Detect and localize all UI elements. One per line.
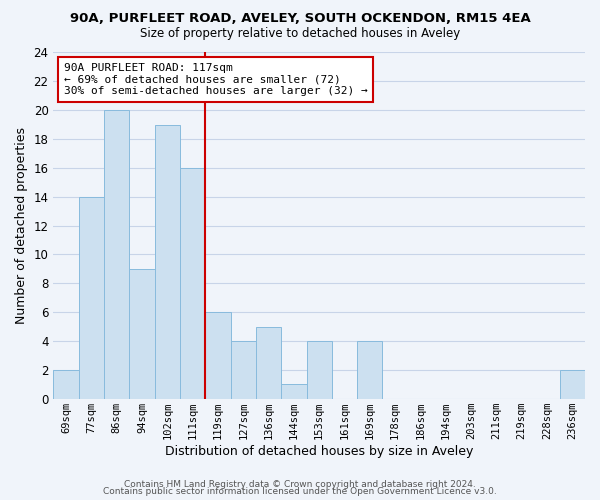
Bar [180, 168, 205, 398]
Bar [53, 370, 79, 398]
Text: Size of property relative to detached houses in Aveley: Size of property relative to detached ho… [140, 28, 460, 40]
Bar [357, 341, 382, 398]
Text: 90A, PURFLEET ROAD, AVELEY, SOUTH OCKENDON, RM15 4EA: 90A, PURFLEET ROAD, AVELEY, SOUTH OCKEND… [70, 12, 530, 26]
Bar [281, 384, 307, 398]
Bar [230, 341, 256, 398]
Bar [307, 341, 332, 398]
Text: Contains HM Land Registry data © Crown copyright and database right 2024.: Contains HM Land Registry data © Crown c… [124, 480, 476, 489]
Text: 90A PURFLEET ROAD: 117sqm
← 69% of detached houses are smaller (72)
30% of semi-: 90A PURFLEET ROAD: 117sqm ← 69% of detac… [64, 63, 368, 96]
Bar [256, 326, 281, 398]
Bar [560, 370, 585, 398]
Bar [205, 312, 230, 398]
X-axis label: Distribution of detached houses by size in Aveley: Distribution of detached houses by size … [165, 444, 473, 458]
Text: Contains public sector information licensed under the Open Government Licence v3: Contains public sector information licen… [103, 488, 497, 496]
Bar [104, 110, 130, 399]
Bar [79, 196, 104, 398]
Bar [155, 124, 180, 398]
Y-axis label: Number of detached properties: Number of detached properties [15, 127, 28, 324]
Bar [130, 269, 155, 398]
